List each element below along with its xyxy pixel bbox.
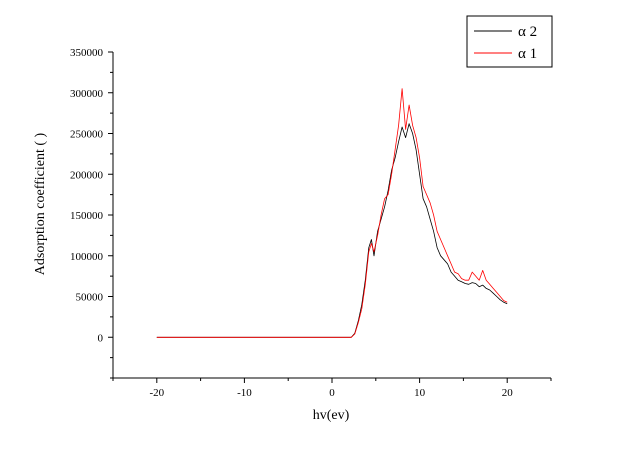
- x-tick-label: 20: [502, 387, 514, 399]
- series-line-1: [156, 123, 508, 338]
- y-tick-label: 0: [98, 332, 104, 344]
- x-tick-label: -10: [237, 387, 252, 399]
- legend-label-series-2: α 1: [518, 46, 537, 62]
- y-tick-label: 250000: [70, 129, 104, 141]
- x-axis-label: hv(ev): [313, 408, 350, 423]
- y-tick-label: 150000: [70, 210, 104, 222]
- y-tick-label: 100000: [70, 251, 104, 263]
- y-tick-label: 50000: [76, 292, 104, 304]
- y-tick-label: 300000: [70, 88, 104, 100]
- series-line-2: [156, 88, 508, 338]
- legend-box: [466, 15, 553, 68]
- x-tick-label: 10: [414, 387, 426, 399]
- y-axis-label: Adsorption coefficient ( ): [33, 132, 48, 275]
- x-tick-label: 0: [329, 387, 335, 399]
- y-tick-label: 350000: [70, 47, 104, 59]
- legend-label-series-1: α 2: [518, 24, 537, 40]
- x-tick-label: -20: [149, 387, 164, 399]
- y-tick-label: 200000: [70, 169, 104, 181]
- legend: α 2 α 1: [466, 15, 553, 68]
